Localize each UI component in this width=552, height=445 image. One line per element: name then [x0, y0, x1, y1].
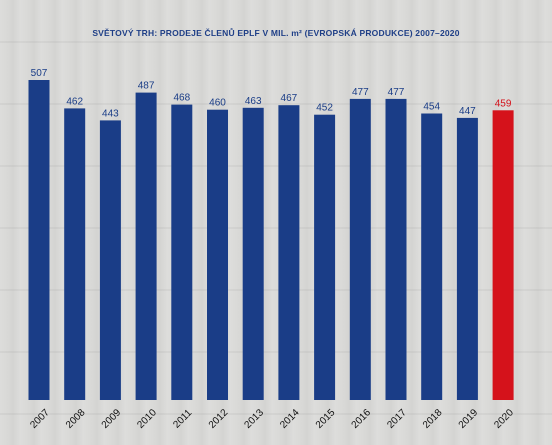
- x-tick-2013: 2013: [243, 407, 267, 431]
- bar-2018: [421, 113, 443, 400]
- x-tick-2011: 2011: [171, 407, 194, 430]
- value-label-2010: 487: [138, 81, 155, 92]
- x-tick-2008: 2008: [64, 407, 88, 431]
- bar-2017: [385, 98, 407, 401]
- bar-2011: [171, 104, 193, 400]
- bar-2016: [349, 98, 371, 401]
- x-tick-2014: 2014: [278, 407, 302, 431]
- bar-2007: [28, 80, 50, 400]
- bar-2015: [314, 114, 336, 400]
- value-label-2014: 467: [281, 93, 298, 104]
- value-label-2009: 443: [102, 108, 119, 119]
- value-label-2012: 460: [209, 98, 226, 109]
- bar-2014: [278, 105, 300, 400]
- value-label-2013: 463: [245, 96, 262, 107]
- x-tick-2015: 2015: [314, 407, 338, 431]
- bar-2009: [99, 120, 121, 401]
- value-label-2019: 447: [459, 106, 476, 117]
- x-tick-2016: 2016: [350, 407, 374, 431]
- x-tick-2007: 2007: [28, 407, 52, 431]
- bar-2010: [135, 92, 157, 400]
- bar-2008: [64, 108, 86, 401]
- x-tick-2020: 2020: [492, 407, 516, 431]
- value-label-2015: 452: [316, 103, 333, 114]
- bar-2013: [242, 107, 264, 401]
- x-tick-2012: 2012: [207, 407, 231, 431]
- value-label-2008: 462: [66, 96, 83, 107]
- value-label-2007: 507: [31, 68, 48, 79]
- x-tick-2019: 2019: [457, 407, 481, 431]
- chart-title: SVĚTOVÝ TRH: PRODEJE ČLENŮ EPLF V MIL. m…: [92, 28, 460, 38]
- bar-2012: [207, 109, 228, 400]
- value-label-2016: 477: [352, 87, 369, 98]
- value-label-2017: 477: [388, 87, 405, 98]
- bar-2020: [492, 110, 514, 401]
- value-label-2011: 468: [173, 93, 190, 104]
- x-tick-2009: 2009: [100, 407, 124, 431]
- x-tick-2010: 2010: [135, 407, 159, 431]
- x-tick-2017: 2017: [385, 407, 409, 431]
- x-tick-2018: 2018: [421, 407, 445, 431]
- bar-2019: [456, 117, 478, 401]
- value-label-2020: 459: [495, 98, 512, 109]
- value-label-2018: 454: [423, 102, 440, 113]
